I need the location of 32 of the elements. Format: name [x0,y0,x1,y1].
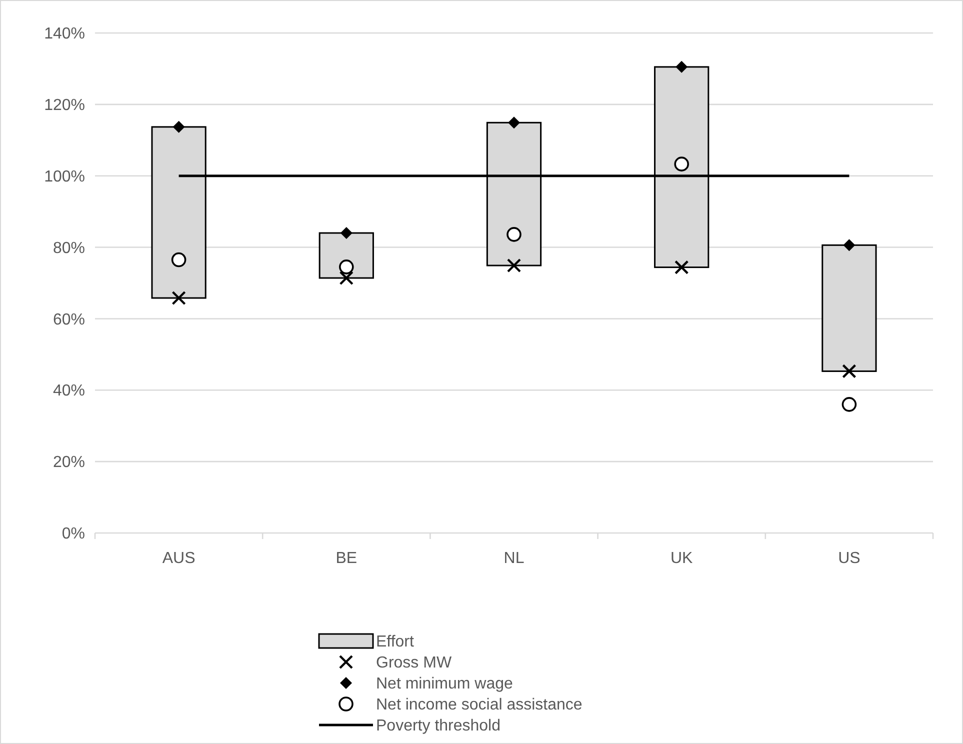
point [842,364,856,378]
point [843,239,856,252]
point [674,260,689,274]
y-tick-label: 40% [52,382,85,400]
y-tick-label: 20% [52,454,85,472]
x-tick-label: AUS [162,550,196,567]
y-tick-label: 140% [44,26,85,43]
x-tick-label: US [838,550,860,567]
legend-label: Net minimum wage [376,676,514,693]
point [172,290,186,306]
point [172,120,185,133]
x-tick-label: BE [336,550,358,567]
x-tick-label: UK [670,550,694,567]
x-tick-label: NL [504,550,524,567]
legend-label: Effort [376,634,414,651]
y-tick-label: 80% [52,240,85,257]
y-tick-label: 0% [62,526,85,543]
point [506,227,522,242]
point [508,116,520,129]
point [339,270,354,286]
point [506,258,522,273]
legend-label: Net income social assistance [376,696,582,714]
y-tick-label: 120% [44,97,85,114]
point [676,60,688,73]
point [171,252,186,268]
legend-label: Poverty threshold [376,718,501,735]
y-tick-label: 60% [52,311,85,328]
y-tick-label: 100% [44,168,85,186]
point [674,156,689,172]
legend-label: Gross MW [376,654,452,672]
point [340,227,352,239]
point [339,260,354,274]
